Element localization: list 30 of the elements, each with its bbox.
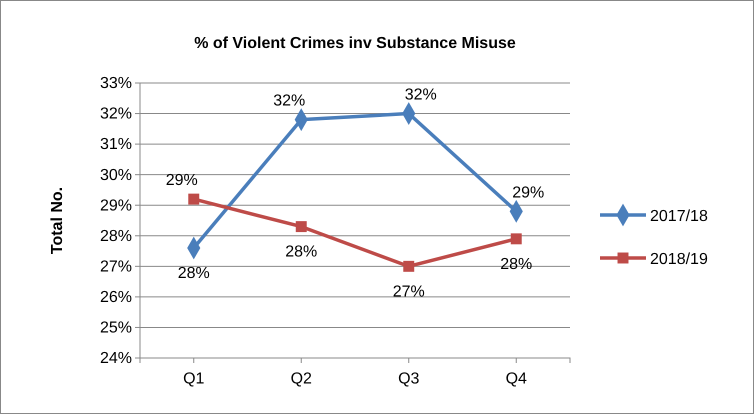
point [296,221,307,232]
legend-label: 2018/19 [650,251,708,268]
x-tick-label: Q3 [398,370,420,388]
y-tick-label: 28% [100,228,132,245]
y-tick-label: 31% [100,136,132,154]
y-tick-label: 25% [100,320,132,337]
data-label: 28% [500,256,532,273]
y-tick-label: 24% [100,350,132,368]
data-label: 32% [273,92,306,110]
x-tick-label: Q4 [506,370,528,388]
y-tick-label: 32% [100,106,132,123]
x-tick-label: Q2 [290,370,312,388]
data-label: 28% [285,244,318,261]
data-label: 32% [404,86,437,104]
chart-title: % of Violent Crimes inv Substance Misuse [194,35,516,52]
y-tick-label: 30% [100,166,132,184]
point [510,233,522,244]
y-tick-label: 27% [100,258,132,276]
y-tick-label: 26% [100,289,132,306]
data-label: 28% [178,265,210,282]
data-label: 29% [512,184,544,202]
y-tick-label: 33% [100,75,132,92]
legend-label: 2017/18 [650,208,708,225]
data-label: 27% [392,283,425,300]
point [188,194,200,205]
x-tick-label: Q1 [183,370,205,388]
point [403,260,414,272]
y-tick-label: 29% [100,197,132,214]
y-axis-title: Total No. [49,186,66,254]
data-label: 29% [166,172,198,190]
